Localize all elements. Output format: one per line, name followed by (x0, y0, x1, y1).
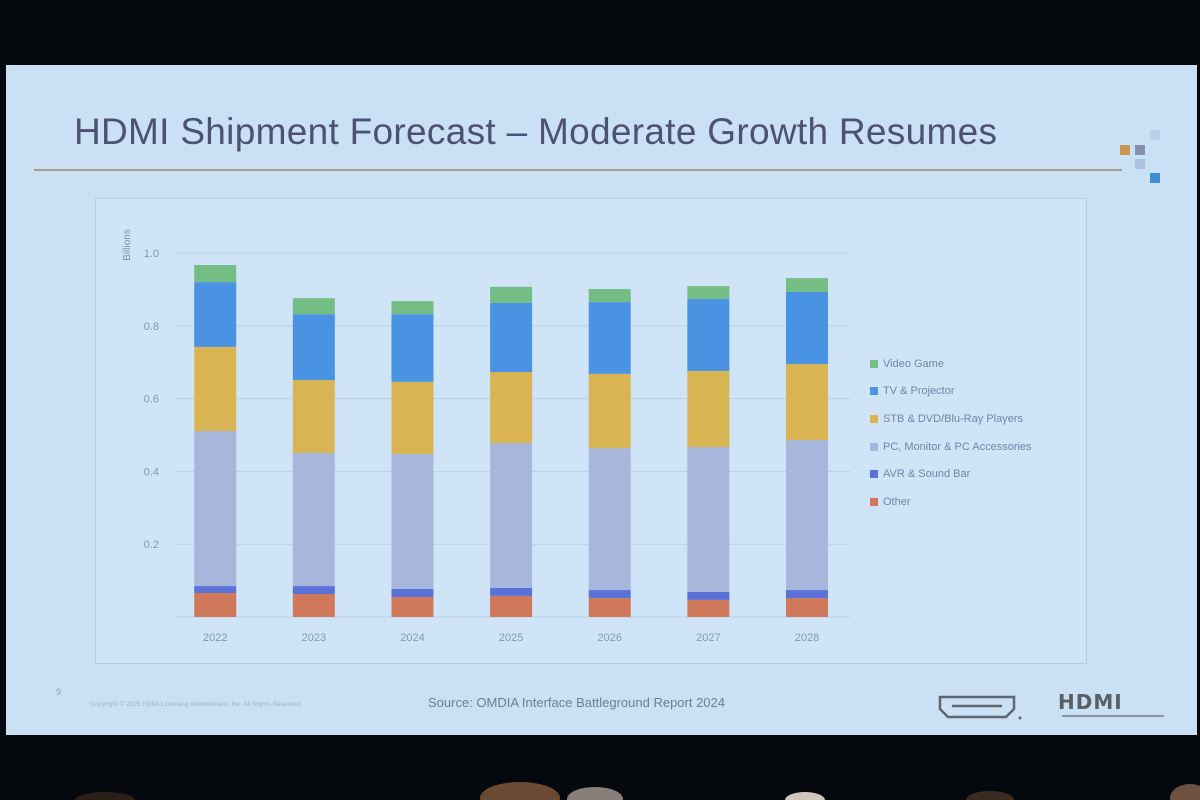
bar-segment-pc-monitor-pc-accessories (588, 448, 631, 591)
legend-label: Video Game (883, 357, 944, 370)
bar-segment-pc-monitor-pc-accessories (391, 453, 434, 589)
legend-label: TV & Projector (883, 385, 955, 398)
x-tick-label: 2025 (499, 632, 523, 644)
y-tick-label: 0.8 (144, 321, 159, 333)
bar-segment-tv-projector (687, 298, 730, 371)
bar-segment-pc-monitor-pc-accessories (785, 440, 828, 591)
bar-segment-avr-sound-bar (785, 590, 828, 599)
slide-title: HDMI Shipment Forecast – Moderate Growth… (74, 111, 998, 152)
bar-segment-pc-monitor-pc-accessories (490, 443, 533, 588)
x-tick-label: 2024 (400, 632, 424, 644)
legend-label: STB & DVD/Blu-Ray Players (883, 412, 1023, 425)
bar-segment-video-game (490, 286, 533, 303)
legend-item: Other (870, 488, 1032, 516)
source-text: Source: OMDIA Interface Battleground Rep… (428, 695, 726, 710)
bar-segment-stb-dvd-blu-ray-players (687, 370, 730, 448)
copyright-text: Copyright © 2025 HDMI Licensing Administ… (90, 701, 303, 708)
x-tick-label: 2028 (795, 632, 819, 644)
legend-item: STB & DVD/Blu-Ray Players (870, 405, 1032, 433)
legend-label: AVR & Sound Bar (883, 468, 971, 481)
bar-segment-avr-sound-bar (588, 590, 631, 599)
bar-segment-other (785, 598, 828, 617)
bar-segment-other (391, 596, 434, 617)
bar-segment-avr-sound-bar (687, 591, 730, 600)
bar-segment-other (687, 599, 730, 617)
bar-segment-other (490, 595, 533, 617)
bar-segment-tv-projector (194, 282, 237, 347)
bar-segment-avr-sound-bar (194, 586, 237, 593)
bar-segment-stb-dvd-blu-ray-players (391, 381, 434, 454)
bar-segment-tv-projector (785, 291, 828, 365)
bar-segment-pc-monitor-pc-accessories (292, 452, 335, 587)
bar-segment-video-game (194, 265, 237, 283)
audience-heads (75, 782, 1200, 800)
legend-item: TV & Projector (870, 378, 1032, 406)
bar-segment-other (588, 598, 631, 617)
hdmi-port-icon (938, 695, 1022, 720)
decorative-square-icon (1150, 130, 1160, 140)
bar-segment-avr-sound-bar (391, 588, 434, 597)
legend-label: PC, Monitor & PC Accessories (883, 440, 1032, 453)
bar-segment-stb-dvd-blu-ray-players (490, 372, 533, 444)
bar-segment-avr-sound-bar (292, 586, 335, 595)
x-tick-label: 2023 (302, 632, 326, 644)
x-tick-label: 2022 (203, 632, 227, 644)
decorative-square-icon (1135, 159, 1145, 169)
title-divider (34, 169, 1122, 171)
chart-legend: Video Game TV & Projector STB & DVD/Blu-Ra… (870, 350, 1032, 516)
legend-item: Video Game (870, 350, 1032, 378)
bar-segment-tv-projector (292, 314, 335, 381)
bar-segment-stb-dvd-blu-ray-players (194, 346, 237, 431)
decorative-square-icon (1150, 173, 1160, 183)
y-axis-label: Billions (122, 229, 133, 261)
legend-swatch (870, 442, 878, 451)
decorative-square-icon (1120, 145, 1130, 155)
x-tick-label: 2026 (597, 632, 621, 644)
y-tick-label: 0.4 (144, 466, 159, 478)
y-tick-label: 0.6 (144, 394, 159, 406)
y-tick-label: 0.2 (144, 539, 159, 551)
y-tick-label: 1.0 (144, 248, 159, 260)
bar-segment-video-game (588, 289, 631, 303)
legend-swatch (870, 414, 878, 423)
bar-segment-other (292, 594, 335, 617)
hdmi-logo: HDMI (1058, 690, 1123, 714)
bar-segment-stb-dvd-blu-ray-players (292, 380, 335, 453)
legend-swatch (870, 470, 878, 479)
legend-swatch (870, 359, 878, 368)
bar-segment-tv-projector (391, 314, 434, 382)
bar-segment-other (194, 592, 237, 617)
bar-segment-stb-dvd-blu-ray-players (785, 364, 828, 441)
x-tick-label: 2027 (696, 632, 720, 644)
decorative-square-icon (1135, 145, 1145, 155)
bar-segment-pc-monitor-pc-accessories (194, 430, 237, 587)
legend-swatch (870, 497, 878, 506)
bar-segment-tv-projector (490, 302, 533, 373)
bar-segment-stb-dvd-blu-ray-players (588, 373, 631, 449)
legend-item: PC, Monitor & PC Accessories (870, 433, 1032, 461)
legend-label: Other (883, 495, 911, 508)
legend-item: AVR & Sound Bar (870, 460, 1032, 488)
bar-segment-tv-projector (588, 302, 631, 374)
bar-segment-pc-monitor-pc-accessories (687, 447, 730, 592)
hdmi-logo-tagline (1062, 715, 1164, 717)
bar-segment-avr-sound-bar (490, 587, 533, 596)
bar-segment-video-game (687, 286, 730, 299)
bar-segment-video-game (391, 301, 434, 315)
bar-segment-video-game (292, 298, 335, 315)
page-number: 9 (56, 687, 62, 697)
legend-swatch (870, 387, 878, 396)
bar-segment-video-game (785, 278, 828, 292)
